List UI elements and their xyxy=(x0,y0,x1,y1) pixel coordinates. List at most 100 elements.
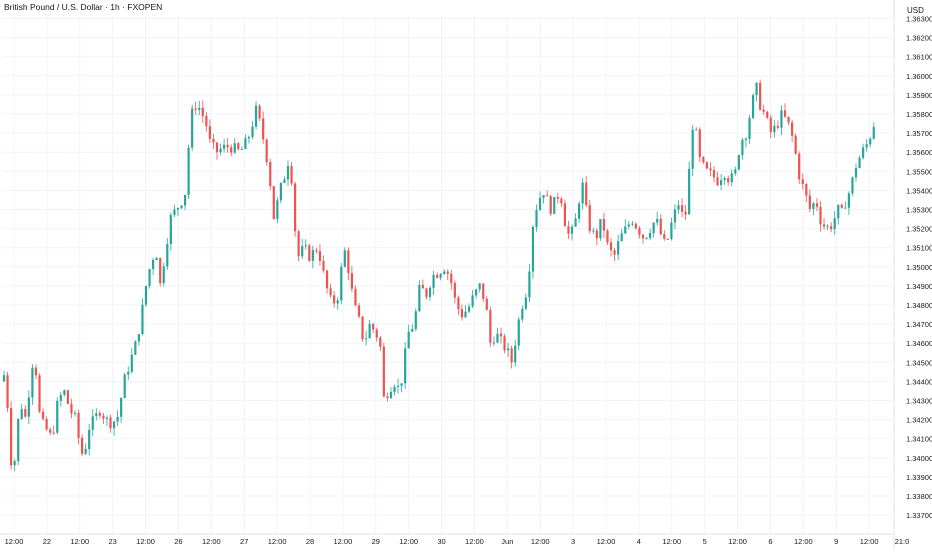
price-tick-label: 1.35200 xyxy=(906,225,932,234)
currency-label: USD xyxy=(907,6,924,15)
candle-down xyxy=(485,298,488,311)
candle-up xyxy=(862,147,865,158)
candle-down xyxy=(81,437,84,454)
candle-up xyxy=(869,138,872,145)
candle-up xyxy=(400,383,403,386)
candle-down xyxy=(759,82,762,110)
candle-down xyxy=(638,228,641,235)
time-tick-label: 22 xyxy=(43,537,51,546)
candle-down xyxy=(776,125,779,128)
candle-up xyxy=(123,374,126,399)
time-tick-label: 27 xyxy=(240,537,248,546)
candle-up xyxy=(407,331,410,349)
candle-up xyxy=(695,129,698,131)
candle-down xyxy=(840,204,843,208)
candle-down xyxy=(702,157,705,163)
candle-up xyxy=(130,354,133,372)
price-tick-label: 1.35600 xyxy=(906,148,932,157)
candle-down xyxy=(727,178,730,183)
candle-up xyxy=(116,416,119,422)
time-axis[interactable]: 12:00 22 12:00 23 12:00 26 12:00 27 12:00 28 12:00… xyxy=(0,533,909,546)
candle-up xyxy=(538,197,542,211)
candle-down xyxy=(212,138,215,143)
candle-up xyxy=(464,311,467,318)
candle-down xyxy=(801,179,804,185)
candle-up xyxy=(627,224,630,227)
candle-down xyxy=(272,186,275,220)
candle-down xyxy=(49,429,52,433)
candle-down xyxy=(798,153,801,180)
candle-down xyxy=(308,245,311,261)
price-tick-label: 1.35100 xyxy=(906,244,932,253)
candle-up xyxy=(528,271,531,298)
candle-up xyxy=(169,214,172,245)
candle-up xyxy=(336,300,339,304)
candle-up xyxy=(219,148,222,153)
candle-up xyxy=(276,200,279,220)
candle-up xyxy=(180,205,183,209)
candle-up xyxy=(443,271,446,275)
candle-down xyxy=(329,288,332,296)
candle-up xyxy=(649,233,652,238)
candle-down xyxy=(52,432,55,434)
candle-up xyxy=(56,400,59,433)
price-tick-label: 1.33700 xyxy=(906,511,932,520)
candle-down xyxy=(783,110,787,117)
candle-up xyxy=(27,397,30,417)
price-tick-label: 1.35300 xyxy=(906,206,932,215)
candle-up xyxy=(144,285,148,305)
time-tick-label: 12:00 xyxy=(662,537,681,546)
candle-down xyxy=(716,177,719,186)
price-tick-label: 1.34200 xyxy=(906,416,932,425)
candle-up xyxy=(670,222,673,240)
price-tick-label: 1.33800 xyxy=(906,492,932,501)
candle-up xyxy=(183,194,187,206)
candle-up xyxy=(847,193,850,208)
candle-down xyxy=(489,310,492,343)
candle-up xyxy=(744,138,748,140)
candle-down xyxy=(659,218,662,235)
candle-down xyxy=(347,250,350,274)
candle-down xyxy=(680,205,684,212)
candle-down xyxy=(819,206,822,225)
candle-up xyxy=(475,289,478,296)
candle-up xyxy=(432,274,435,288)
candle-up xyxy=(531,226,535,272)
candle-up xyxy=(418,284,421,312)
candle-up xyxy=(148,269,151,286)
candle-up xyxy=(84,448,87,454)
candle-down xyxy=(549,196,552,214)
candle-up xyxy=(73,412,77,414)
candle-down xyxy=(361,316,364,340)
price-tick-label: 1.36300 xyxy=(906,15,932,24)
candle-down xyxy=(201,107,204,116)
candle-up xyxy=(404,348,407,384)
candle-up xyxy=(471,295,474,307)
time-tick-label: 26 xyxy=(174,537,182,546)
candle-up xyxy=(244,138,247,149)
candle-up xyxy=(439,274,442,278)
price-axis[interactable]: 1.36300 1.36200 1.36100 1.36000 1.35900 1.358… xyxy=(893,0,932,550)
candle-up xyxy=(645,237,648,239)
candle-up xyxy=(251,126,254,137)
candle-up xyxy=(592,230,595,232)
candle-up xyxy=(496,333,499,343)
time-tick-label: 6 xyxy=(768,537,772,546)
candle-down xyxy=(769,117,772,133)
candle-down xyxy=(24,409,27,417)
candle-up xyxy=(240,148,243,150)
candle-up xyxy=(631,223,634,225)
candle-up xyxy=(137,334,140,342)
candle-up xyxy=(59,394,62,401)
candle-up xyxy=(233,143,236,153)
price-tick-label: 1.36000 xyxy=(906,72,932,81)
candle-up xyxy=(127,371,130,375)
candle-up xyxy=(748,118,751,139)
candle-down xyxy=(290,166,293,184)
candle-up xyxy=(688,168,691,215)
candle-up xyxy=(578,203,581,219)
candle-up xyxy=(837,204,840,219)
candle-up xyxy=(851,177,854,194)
candle-up xyxy=(570,226,574,234)
